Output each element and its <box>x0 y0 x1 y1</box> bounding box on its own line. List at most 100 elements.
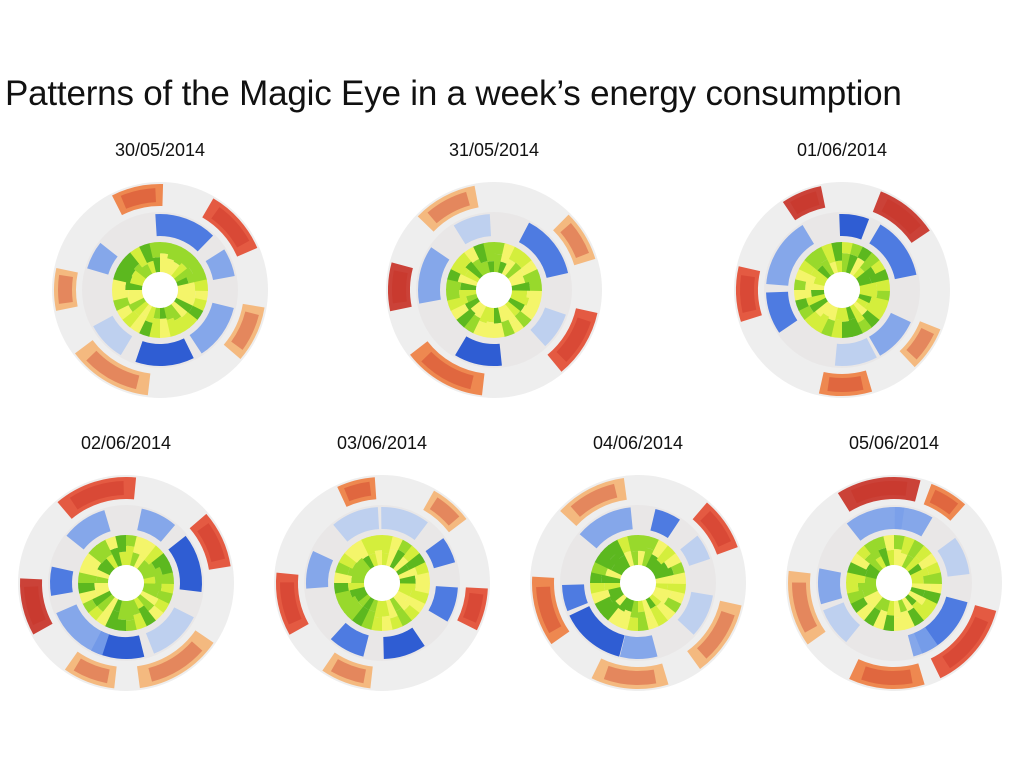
outer-ring-core <box>429 497 460 526</box>
outer-ring-core <box>86 350 140 390</box>
inner-ring-cell <box>464 297 480 311</box>
inner-ring-cell <box>446 289 460 301</box>
middle-ring-segment <box>137 508 176 542</box>
inner-ring-cell <box>893 616 905 631</box>
inner-ring-cell <box>357 593 371 607</box>
inner-ring-cell <box>142 587 159 599</box>
outer-ring-segment <box>457 587 488 631</box>
inner-ring-cell <box>465 293 478 303</box>
inner-ring-cell <box>186 269 208 285</box>
inner-ring-cell <box>667 583 686 595</box>
inner-ring-cell <box>396 564 410 576</box>
outer-ring-core <box>603 665 657 685</box>
inner-ring-cell <box>820 259 835 276</box>
inner-ring-cell <box>869 269 890 284</box>
inner-ring-cell <box>803 310 821 328</box>
inner-ring-cell <box>849 304 865 324</box>
inner-ring-cell <box>96 575 109 583</box>
inner-ring-cell <box>144 306 156 323</box>
inner-ring-cell <box>929 583 942 595</box>
inner-ring-cell <box>404 595 426 614</box>
inner-ring-cell <box>398 539 413 555</box>
inner-ring-cell <box>96 569 110 579</box>
middle-ring-segment <box>677 591 713 635</box>
inner-ring-cell <box>362 555 375 569</box>
inner-ring-cell <box>841 307 850 322</box>
inner-ring-cell <box>344 544 363 563</box>
outer-ring-segment <box>930 605 997 679</box>
outer-ring-core <box>861 666 913 685</box>
inner-ring-cell <box>91 590 112 607</box>
middle-ring-segment <box>818 568 843 605</box>
inner-ring-cell <box>450 303 469 320</box>
inner-ring-cell <box>821 242 837 264</box>
inner-ring-cell <box>166 317 181 338</box>
inner-ring-cell <box>849 257 866 277</box>
inner-ring-cell <box>918 553 938 571</box>
center-hole <box>876 565 912 601</box>
inner-ring-cell <box>94 582 109 591</box>
inner-ring-cell <box>371 535 383 551</box>
inner-ring-cell <box>160 242 172 255</box>
inner-ring-cell <box>608 586 622 597</box>
inner-ring-cell <box>112 289 129 301</box>
day-label: 05/06/2014 <box>848 433 940 453</box>
inner-ring-cell <box>399 583 416 592</box>
inner-ring-cell <box>152 257 161 273</box>
inner-ring-cell <box>617 596 631 612</box>
inner-ring-cell <box>138 320 153 337</box>
day-chart-5: 03/06/2014 <box>262 433 502 733</box>
outer-ring-segment <box>189 513 231 570</box>
outer-ring-segment <box>692 502 738 555</box>
inner-ring-cell <box>125 281 143 290</box>
inner-ring-cell <box>904 594 917 606</box>
inner-ring-cell <box>880 599 890 612</box>
inner-ring-cell <box>794 297 809 311</box>
inner-ring-cell <box>594 596 614 613</box>
outer-ring-segment <box>818 370 873 396</box>
radial-heatmap <box>530 475 746 691</box>
inner-ring-cell <box>133 263 150 279</box>
middle-ring-segment <box>869 312 911 356</box>
inner-ring-cell <box>473 242 488 264</box>
inner-ring-cell <box>846 582 859 594</box>
inner-ring-cell <box>455 308 476 328</box>
inner-ring-cell <box>886 549 895 566</box>
outer-ring-core <box>556 317 591 362</box>
inner-ring-cell <box>105 535 119 551</box>
inner-ring-cell <box>140 303 153 317</box>
inner-ring-cell <box>362 596 375 610</box>
inner-ring-cell <box>886 600 894 616</box>
outer-ring-segment <box>322 652 373 689</box>
inner-ring-cell <box>78 582 96 594</box>
inner-ring-cell <box>590 589 611 604</box>
outer-ring-segment <box>553 214 596 266</box>
inner-ring-cell <box>511 290 528 299</box>
inner-ring-cell <box>154 572 174 584</box>
center-hole <box>620 565 656 601</box>
inner-ring-cell <box>600 544 616 561</box>
inner-ring-cell <box>414 572 430 584</box>
inner-ring-cell <box>149 242 161 258</box>
outer-ring-core <box>148 641 203 682</box>
outer-ring-segment <box>337 477 377 507</box>
inner-ring-cell <box>864 553 884 572</box>
inner-ring-cell <box>194 279 208 291</box>
chart-title: Patterns of the Magic Eye in a week’s en… <box>5 74 902 113</box>
inner-ring-cell <box>403 545 421 563</box>
inner-ring-cell <box>810 289 825 297</box>
middle-ring-segment <box>155 214 214 252</box>
inner-ring-cell <box>142 263 153 276</box>
inner-ring-cell <box>126 545 136 566</box>
outer-ring-core <box>827 376 864 392</box>
outer-ring-core <box>929 489 959 515</box>
inner-ring-cell <box>159 307 167 319</box>
inner-ring-cell <box>450 259 470 277</box>
inner-ring-cell <box>122 251 140 270</box>
inner-ring-cell <box>645 554 659 570</box>
inner-ring-cell <box>389 597 402 612</box>
inner-ring-cell <box>841 321 853 338</box>
day-chart-2: 31/05/2014 <box>374 140 614 440</box>
outer-ring-segment <box>788 570 826 645</box>
outer-ring-core <box>24 586 46 625</box>
